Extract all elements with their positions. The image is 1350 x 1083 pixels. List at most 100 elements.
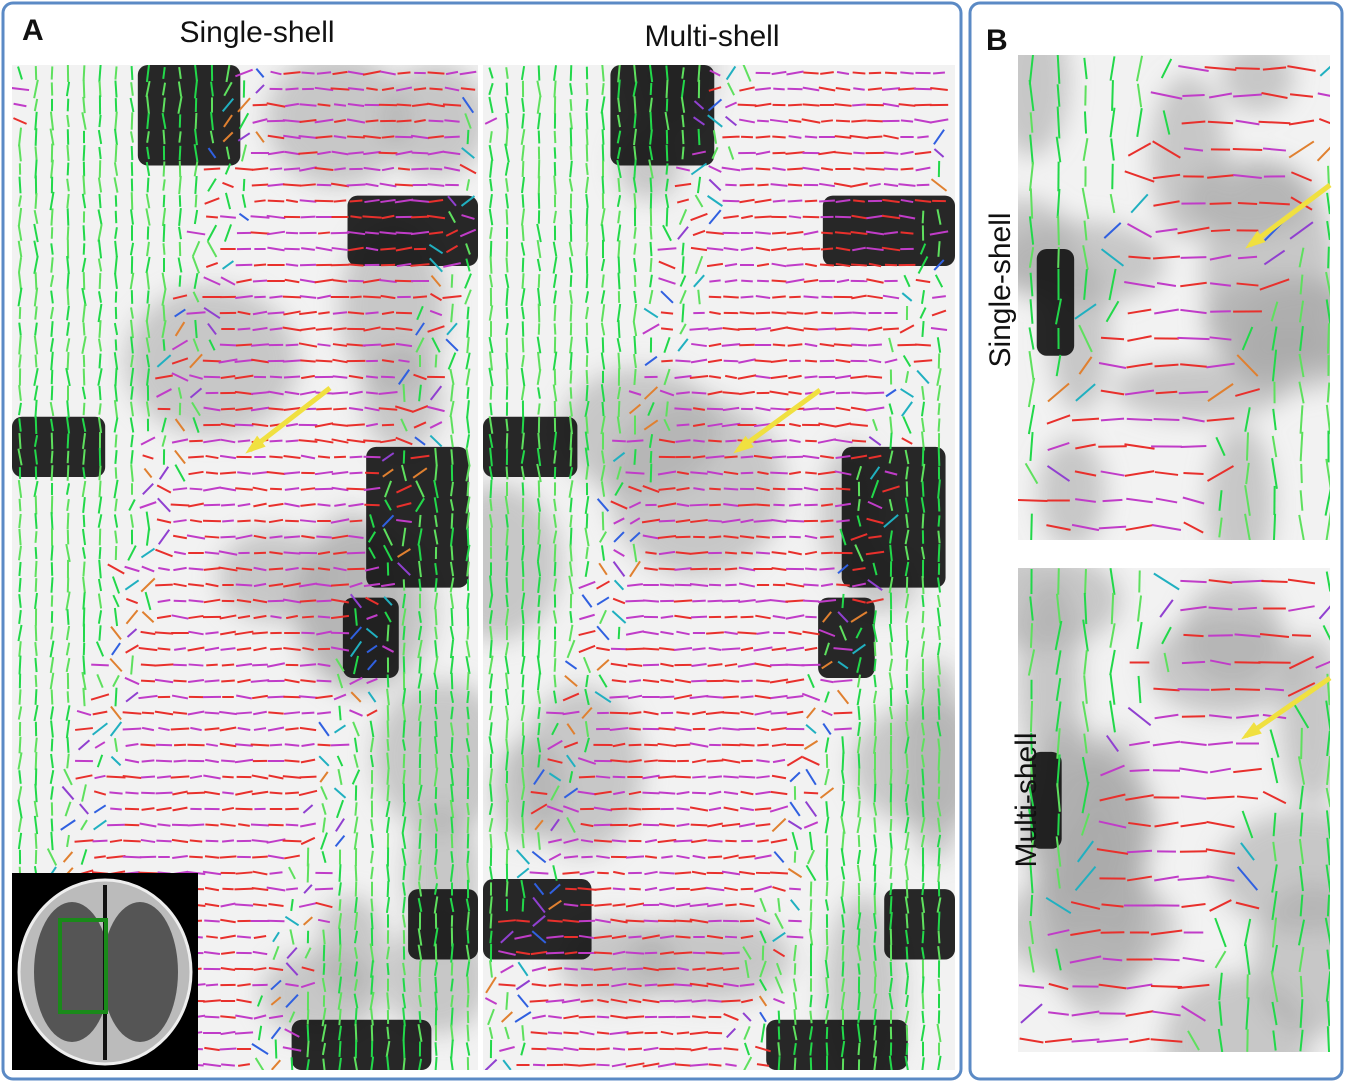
fiber-glyph (302, 617, 314, 618)
fiber-glyph (626, 856, 644, 857)
fiber-glyph (859, 835, 860, 847)
fiber-glyph (788, 105, 802, 106)
fiber-glyph (499, 984, 516, 985)
fiber-glyph (724, 361, 739, 362)
fiber-glyph (923, 801, 924, 817)
fiber-glyph (395, 281, 413, 282)
fiber-glyph (579, 1049, 595, 1050)
fiber-glyph (403, 1058, 404, 1072)
fiber-glyph (270, 792, 283, 793)
fiber-glyph (467, 1025, 468, 1042)
fiber-glyph (875, 784, 876, 802)
fiber-glyph (757, 745, 768, 746)
fiber-glyph (827, 865, 828, 880)
fiber-glyph (99, 466, 100, 480)
fiber-glyph (141, 777, 155, 778)
gray-shade (218, 531, 329, 622)
fiber-glyph (586, 163, 587, 175)
fiber-glyph (805, 376, 818, 377)
fiber-glyph (756, 168, 771, 169)
fiber-glyph (821, 520, 834, 521)
fiber-glyph (68, 434, 69, 449)
fiber-glyph (340, 864, 341, 882)
fiber-glyph (52, 370, 53, 384)
fiber-glyph (859, 928, 860, 945)
fiber-glyph (923, 864, 924, 882)
fiber-glyph (254, 200, 265, 201)
fiber-glyph (897, 345, 916, 346)
fiber-glyph (874, 1026, 875, 1041)
fiber-glyph (634, 114, 635, 128)
fiber-glyph (1247, 432, 1248, 460)
fiber-glyph (20, 656, 21, 675)
fiber-glyph (222, 777, 233, 778)
fiber-glyph (772, 312, 787, 313)
fiber-glyph (220, 856, 237, 857)
fiber-glyph (554, 675, 555, 687)
fiber-glyph (785, 600, 804, 601)
fiber-glyph (331, 745, 350, 746)
fiber-glyph (851, 345, 867, 346)
fiber-glyph (164, 224, 165, 242)
fiber-glyph (756, 680, 770, 681)
brain-hemisphere (102, 902, 178, 1042)
fiber-glyph (308, 1009, 309, 1024)
fiber-glyph (236, 265, 253, 266)
fiber-glyph (523, 561, 524, 577)
fiber-glyph (724, 488, 738, 489)
fiber-glyph (691, 681, 707, 682)
dark-region (292, 1020, 432, 1070)
fiber-glyph (657, 984, 676, 985)
fiber-glyph (811, 899, 812, 910)
fiber-glyph (725, 905, 736, 906)
fiber-glyph (237, 521, 250, 522)
fiber-glyph (708, 601, 723, 602)
fiber-glyph (901, 232, 914, 233)
fiber-glyph (20, 307, 21, 319)
fiber-glyph (629, 729, 641, 730)
fiber-glyph (36, 496, 37, 515)
fiber-glyph (570, 515, 571, 527)
fiber-glyph (618, 273, 619, 290)
fiber-glyph (722, 648, 741, 649)
fiber-glyph (506, 720, 507, 739)
fiber-glyph (252, 632, 268, 633)
fiber-glyph (771, 440, 787, 441)
fiber-glyph (52, 690, 53, 705)
fiber-glyph (635, 275, 636, 287)
fiber-glyph (220, 1048, 237, 1049)
fiber-glyph (404, 656, 405, 674)
fiber-glyph (788, 201, 803, 202)
fiber-glyph (36, 355, 37, 368)
fiber-glyph (661, 312, 673, 313)
fiber-glyph (773, 200, 785, 201)
fiber-glyph (381, 377, 395, 378)
fiber-glyph (805, 201, 817, 202)
fiber-glyph (506, 419, 507, 431)
fiber-glyph (51, 321, 52, 337)
dark-region (483, 879, 592, 959)
fiber-glyph (939, 752, 940, 771)
fiber-glyph (189, 857, 202, 858)
fiber-glyph (571, 432, 572, 450)
fiber-glyph (603, 144, 604, 161)
fiber-glyph (938, 979, 939, 991)
figure: A Single-shell Multi-shell B Single-shel… (0, 0, 1350, 1083)
fiber-glyph (587, 208, 588, 226)
fiber-glyph (570, 545, 571, 562)
fiber-glyph (627, 440, 644, 441)
fiber-glyph (547, 920, 562, 921)
dark-region (348, 196, 478, 266)
fiber-glyph (650, 258, 651, 272)
fiber-glyph (548, 1032, 562, 1033)
fiber-glyph (725, 553, 737, 554)
fiber-glyph (571, 528, 572, 547)
fiber-glyph (587, 144, 588, 161)
fiber-glyph (821, 120, 833, 121)
fiber-glyph (756, 136, 771, 137)
fiber-glyph (709, 1064, 722, 1065)
fiber-glyph (565, 889, 577, 890)
fiber-glyph (180, 275, 181, 286)
fiber-glyph (302, 569, 314, 570)
fiber-glyph (132, 146, 133, 160)
